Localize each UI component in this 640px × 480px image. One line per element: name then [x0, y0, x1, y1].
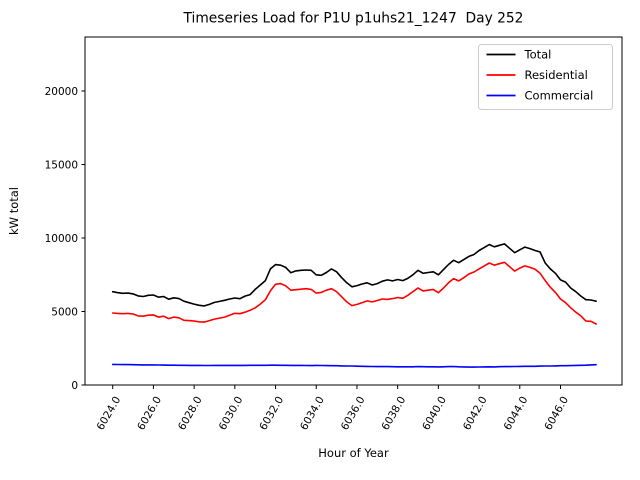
x-tick-label: 6030.0	[217, 395, 246, 433]
legend-label-total: Total	[524, 48, 552, 62]
x-tick-label: 6032.0	[257, 395, 286, 433]
y-tick-label: 0	[71, 380, 78, 392]
x-tick-label: 6040.0	[420, 395, 449, 433]
axis-ticks: 0 5000 10000 15000 20000 6024.0 6026.0 6028.0 60…	[45, 86, 572, 433]
y-tick-label: 5000	[51, 306, 78, 318]
y-axis-label: kW total	[7, 187, 21, 235]
series-line-commercial	[111, 363, 597, 368]
x-tick-label: 6024.0	[95, 395, 124, 433]
y-tick-label: 15000	[45, 159, 78, 171]
y-tick-label: 10000	[45, 233, 78, 245]
chart-title: Timeseries Load for P1U p1uhs21_1247 Day…	[183, 11, 524, 27]
legend-box	[478, 44, 613, 110]
legend-label-commercial: Commercial	[525, 89, 594, 103]
x-tick-label: 6044.0	[502, 395, 531, 433]
x-tick-label: 6028.0	[176, 395, 205, 433]
y-tick-label: 20000	[45, 86, 78, 98]
x-tick-label: 6026.0	[135, 395, 164, 433]
x-tick-label: 6046.0	[542, 395, 571, 433]
x-tick-label: 6034.0	[298, 395, 327, 433]
series-line-residential	[111, 261, 597, 325]
series-line-total	[111, 243, 597, 307]
series-lines	[111, 243, 597, 368]
plot-frame	[84, 36, 623, 386]
x-tick-label: 6042.0	[461, 395, 490, 433]
x-tick-label: 6036.0	[339, 395, 368, 433]
x-tick-label: 6038.0	[379, 395, 408, 433]
x-axis-label: Hour of Year	[318, 446, 389, 460]
legend: Total Residential Commercial	[478, 44, 613, 110]
legend-label-residential: Residential	[525, 68, 588, 82]
